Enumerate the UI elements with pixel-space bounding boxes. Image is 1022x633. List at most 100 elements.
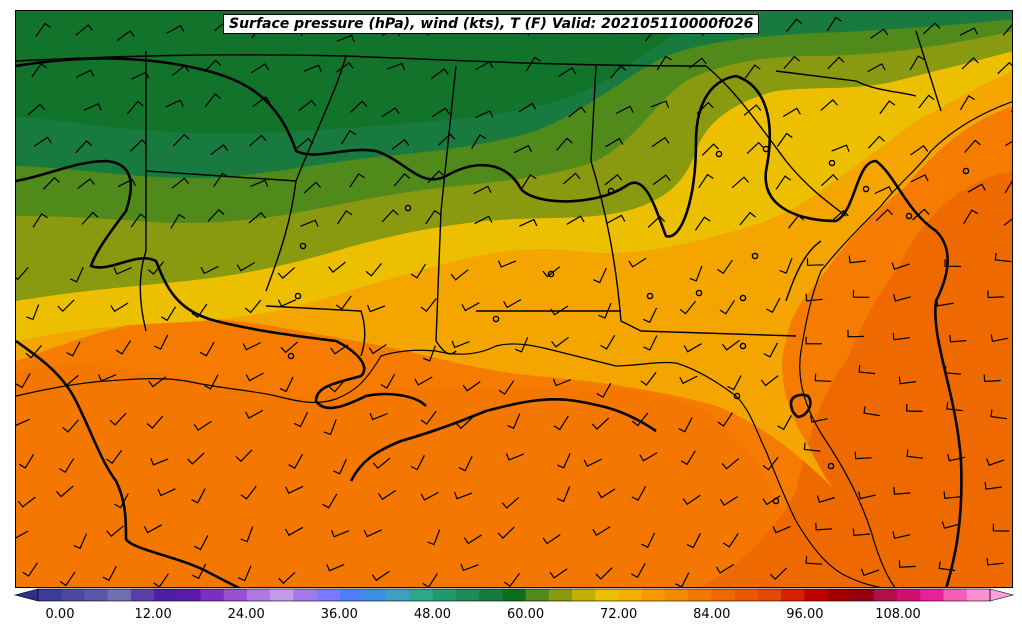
wind-barb	[204, 93, 221, 108]
colorbar-cell	[502, 589, 527, 601]
wind-barb	[893, 294, 911, 302]
wind-barb	[336, 34, 355, 43]
wind-barb	[473, 185, 492, 195]
wind-barb	[414, 376, 433, 386]
wind-barb	[171, 177, 190, 189]
weather-map	[16, 11, 1012, 587]
wind-barb	[717, 259, 733, 275]
gulf-of-mexico	[16, 365, 806, 587]
wind-barb	[848, 255, 866, 264]
wind-barb	[127, 100, 144, 115]
colorbar-cell	[200, 589, 225, 601]
wind-barb	[723, 533, 739, 548]
wind-barb	[610, 65, 627, 79]
wind-barb	[207, 208, 225, 222]
wind-barb	[867, 135, 885, 149]
colorbar-tick-label: 60.00	[506, 607, 545, 622]
wind-barb	[689, 265, 703, 282]
wind-barb	[235, 449, 253, 463]
wind-barb	[785, 18, 803, 32]
wind-barb	[722, 339, 740, 351]
wind-barb	[427, 529, 441, 546]
wind-barb	[947, 453, 966, 462]
wind-barb	[943, 491, 961, 500]
wind-barb	[280, 341, 299, 354]
wind-barb	[680, 450, 696, 466]
wind-barb	[300, 219, 319, 227]
wind-barb	[371, 570, 390, 582]
wind-barb	[513, 144, 533, 154]
wind-barb	[285, 485, 304, 495]
wind-barb	[293, 411, 309, 428]
wind-barb	[420, 298, 437, 313]
wind-barb	[61, 374, 79, 387]
wind-barb	[454, 491, 473, 500]
wind-barb	[323, 419, 337, 436]
wind-barb	[651, 136, 670, 148]
wind-barb	[369, 412, 388, 421]
wind-barb	[193, 420, 212, 431]
wind-barb	[679, 300, 696, 315]
wind-barb	[892, 531, 911, 540]
wind-barb	[688, 57, 707, 69]
wind-barb	[775, 175, 792, 190]
wind-barb	[639, 452, 658, 462]
wind-barb	[640, 371, 657, 386]
wind-barb	[721, 458, 740, 470]
wind-barb	[910, 174, 929, 183]
wind-barb	[437, 133, 456, 146]
colorbar-tick-label: 12.00	[134, 607, 172, 622]
band-darkest-green	[16, 11, 716, 134]
calm-wind-circle	[862, 185, 870, 193]
wind-barb	[847, 329, 865, 338]
wind-barb	[696, 101, 714, 115]
wind-barb	[1003, 218, 1012, 226]
wind-barb	[566, 215, 585, 225]
wind-barb	[959, 95, 976, 111]
colorbar-cell	[618, 589, 643, 601]
wind-barb	[507, 413, 521, 429]
colorbar-extend-high	[989, 588, 1015, 602]
colorbar-cell	[781, 589, 805, 601]
wind-barb	[194, 535, 209, 551]
wind-barb	[240, 485, 257, 500]
wind-barb	[743, 104, 762, 116]
colorbar-cell	[688, 589, 712, 601]
wind-barb	[77, 178, 95, 190]
wind-barb	[987, 290, 1005, 299]
wind-barb	[717, 412, 733, 427]
wind-barb	[109, 412, 127, 426]
wind-barb	[154, 334, 169, 350]
wind-barb	[427, 170, 445, 184]
wind-barb	[762, 495, 781, 506]
wind-barb	[607, 214, 626, 224]
wind-barb	[26, 304, 40, 321]
wind-barb	[990, 334, 1009, 343]
wind-barb	[386, 62, 406, 71]
wind-barb	[460, 563, 479, 572]
wind-barb	[471, 134, 487, 150]
wind-barb	[76, 69, 95, 78]
wind-barb	[805, 336, 823, 345]
wind-barb	[391, 138, 410, 150]
wind-barb	[430, 68, 449, 79]
wind-barb	[349, 173, 365, 188]
wind-barb	[549, 568, 568, 579]
map-title: Surface pressure (hPa), wind (kts), T (F…	[223, 14, 760, 34]
wind-barb	[893, 487, 911, 495]
wind-barb	[994, 252, 1012, 263]
wind-barb	[593, 267, 607, 284]
wind-barb	[18, 453, 35, 469]
wind-barb	[641, 532, 656, 548]
wind-barb	[656, 55, 672, 71]
wind-barb	[815, 522, 833, 531]
wind-barb	[236, 262, 255, 272]
colorbar-outline	[37, 588, 991, 602]
wind-barb	[252, 96, 271, 107]
colorbar-cell	[409, 589, 434, 601]
wind-barb	[279, 376, 294, 393]
wind-barb	[59, 571, 76, 587]
wind-barb	[420, 491, 439, 501]
wind-barb	[340, 129, 357, 145]
calm-wind-circle	[739, 294, 747, 302]
